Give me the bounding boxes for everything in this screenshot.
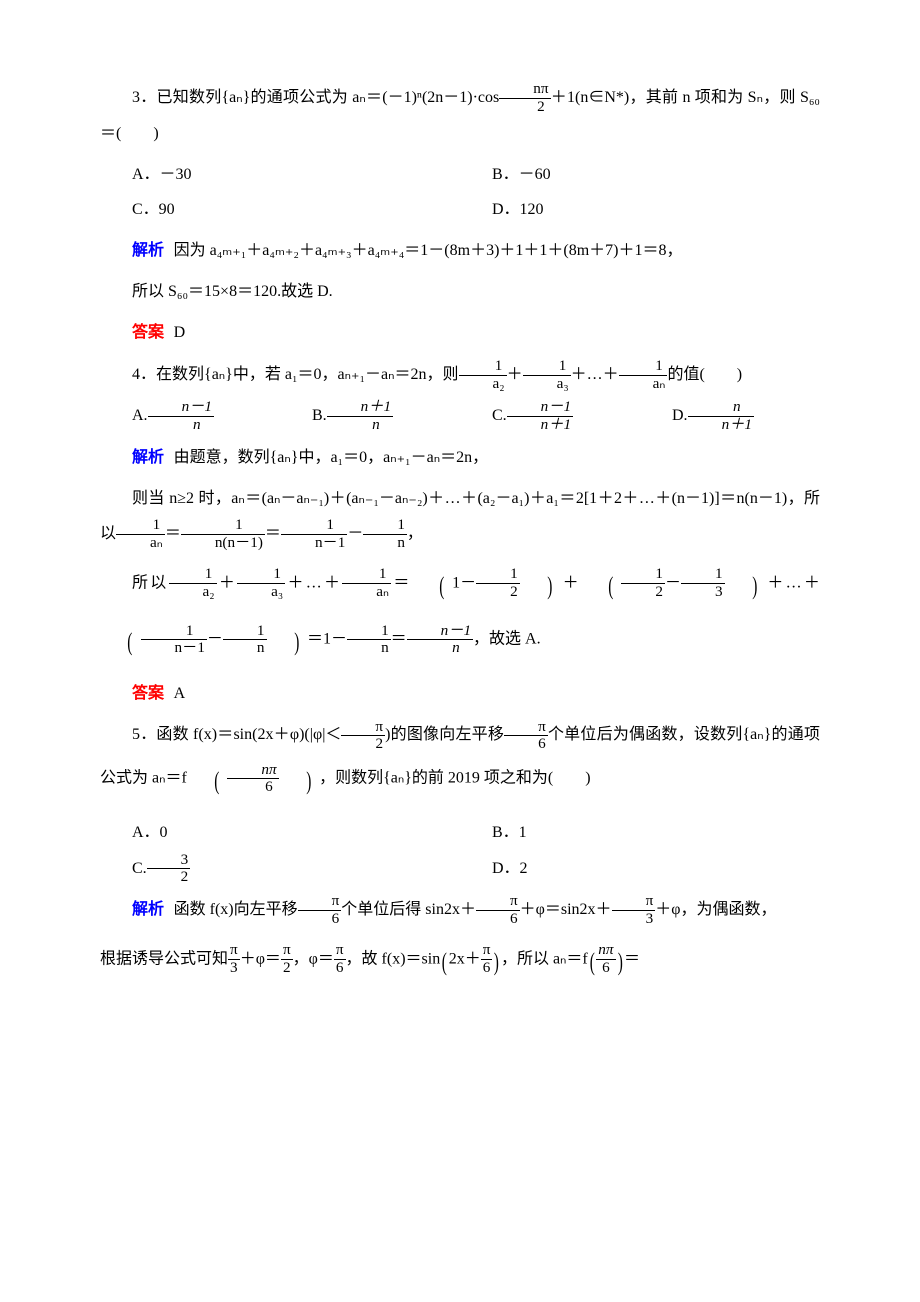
q5-number: 5． [132,726,156,743]
q3-analysis-2: 所以 S₆₀＝15×8＝120.故选 D. [100,274,820,309]
q3-options: A．－30 B．－60 C．90 D．120 [100,157,820,227]
q3-stem-frac: nπ2 [499,81,550,115]
answer-label: 答案 [132,685,164,702]
q3-opt-a: A．－30 [100,157,460,192]
q5-opt-a: A．0 [100,815,460,850]
q3-opt-b: B．－60 [460,157,820,192]
q5-analysis-2: 根据诱导公式可知π3＋φ＝π2，φ＝π6，故 f(x)＝sin(2x＋π6)，所… [100,934,820,990]
q4-stem-f1: 1a₂ [459,358,507,392]
q5-opt-c: C.32 [100,851,460,887]
q4-analysis-1: 解析由题意，数列{aₙ}中，a₁＝0，aₙ₊₁－aₙ＝2n， [100,440,820,475]
analysis-label: 解析 [132,901,164,918]
q3-stem-1: 已知数列{aₙ}的通项公式为 aₙ＝(－1)ⁿ(2n－1)·cos [157,89,500,106]
left-paren-icon: ( [108,614,132,670]
right-paren-icon: ) [528,558,552,614]
left-paren-icon: ( [420,558,444,614]
q4-answer: 答案 A [100,676,820,711]
q5-opt-d: D．2 [460,851,820,887]
q4-answer-value: A [174,685,186,702]
q4-stem-f3: 1aₙ [619,358,668,392]
q4-stem: 4．在数列{aₙ}中，若 a₁＝0，aₙ₊₁－aₙ＝2n，则1a₂＋1a₃＋…＋… [100,357,820,393]
right-paren-icon: ) [733,558,757,614]
q5-options: A．0 B．1 C.32 D．2 [100,815,820,886]
q4-opt-a: A.n－1n [100,398,280,434]
right-paren-icon: ) [275,614,299,670]
q3-opt-c: C．90 [100,192,460,227]
left-paren-icon: ( [589,934,594,990]
q3-answer: 答案 D [100,315,820,350]
left-paren-icon: ( [442,934,447,990]
q4-analysis-2: 则当 n≥2 时，aₙ＝(aₙ－aₙ₋₁)＋(aₙ₋₁－aₙ₋₂)＋…＋(a₂－… [100,481,820,552]
q4-stem-2: 的值( ) [667,366,742,383]
q4-stem-f2: 1a₃ [523,358,571,392]
page: 3．已知数列{aₙ}的通项公式为 aₙ＝(－1)ⁿ(2n－1)·cosnπ2＋1… [0,0,920,1302]
q4-opt-d: D.nn＋1 [640,398,820,434]
q4-opt-b: B.n＋1n [280,398,460,434]
q3-opt-d: D．120 [460,192,820,227]
q3-stem: 3．已知数列{aₙ}的通项公式为 aₙ＝(－1)ⁿ(2n－1)·cosnπ2＋1… [100,80,820,151]
right-paren-icon: ) [617,934,622,990]
q5-analysis-1: 解析函数 f(x)向左平移π6个单位后得 sin2x＋π6＋φ＝sin2x＋π3… [100,892,820,928]
q3-number: 3． [132,89,157,106]
q4-options: A.n－1n B.n＋1n C.n－1n＋1 D.nn＋1 [100,398,820,434]
analysis-label: 解析 [132,242,164,259]
q3-analysis-1-text: 因为 a₄ₘ₊₁＋a₄ₘ₊₂＋a₄ₘ₊₃＋a₄ₘ₊₄＝1－(8m＋3)＋1＋1＋… [174,242,683,259]
left-paren-icon: ( [195,753,219,809]
right-paren-icon: ) [287,753,311,809]
q4-opt-c: C.n－1n＋1 [460,398,640,434]
q5-stem: 5．函数 f(x)＝sin(2x＋φ)(|φ|＜π2)的图像向左平移π6个单位后… [100,717,820,809]
right-paren-icon: ) [494,934,499,990]
q3-answer-value: D [174,324,186,341]
q5-opt-b: B．1 [460,815,820,850]
q4-stem-1: 在数列{aₙ}中，若 a₁＝0，aₙ₊₁－aₙ＝2n，则 [156,366,459,383]
q3-analysis-1: 解析因为 a₄ₘ₊₁＋a₄ₘ₊₂＋a₄ₘ₊₃＋a₄ₘ₊₄＝1－(8m＋3)＋1＋… [100,233,820,268]
analysis-label: 解析 [132,449,164,466]
q4-analysis-3: 所以1a₂＋1a₃＋…＋1aₙ＝(1－12)＋(12－13)＋…＋(1n－1－1… [100,558,820,671]
answer-label: 答案 [132,324,164,341]
left-paren-icon: ( [589,558,613,614]
q4-number: 4． [132,366,156,383]
